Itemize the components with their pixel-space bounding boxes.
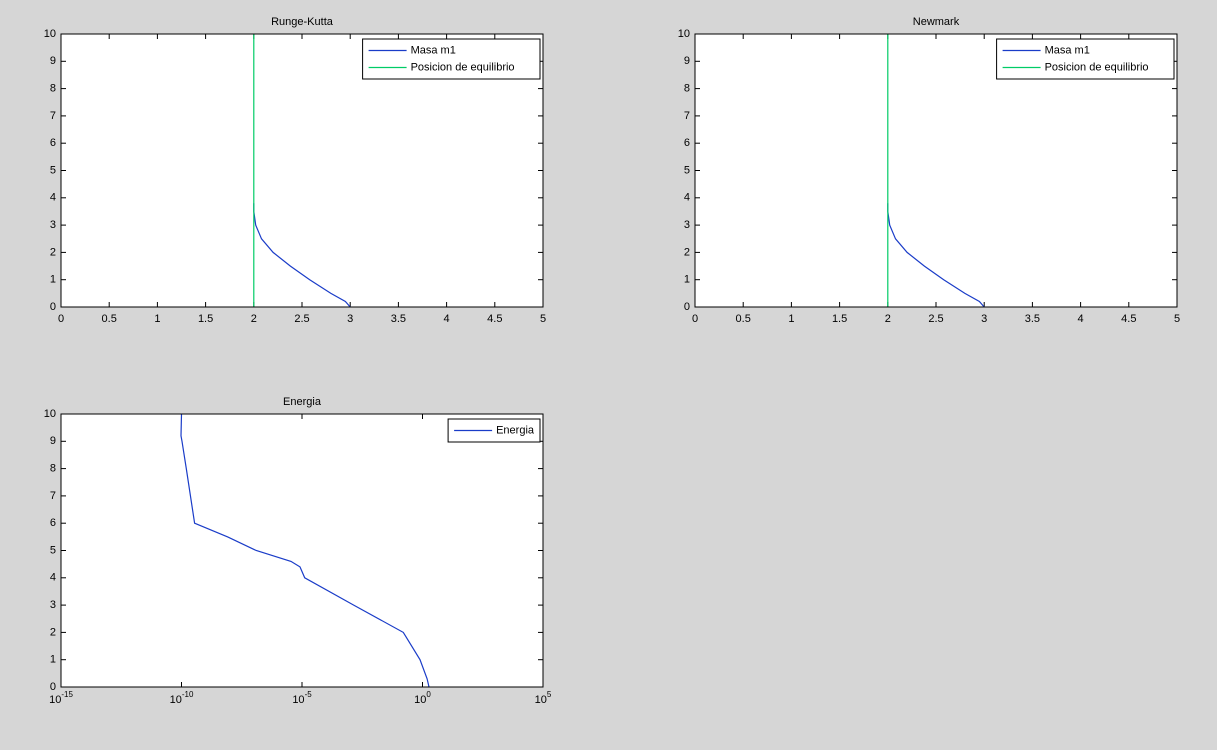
legend: Energia: [447, 418, 541, 443]
x-tick-label: 4.5: [1121, 313, 1136, 325]
x-tick-label: 1: [154, 313, 160, 325]
y-tick-label: 0: [684, 301, 690, 313]
y-tick-label: 3: [50, 219, 56, 231]
x-tick-label: 1: [788, 313, 794, 325]
y-tick-label: 3: [50, 599, 56, 611]
x-tick-label: 10-5: [292, 690, 312, 706]
axes-frame: [60, 33, 544, 308]
x-tick-label: 2: [251, 313, 257, 325]
x-tick-label: 2.5: [928, 313, 943, 325]
x-tick-label: 2: [885, 313, 891, 325]
x-tick-label: 100: [414, 690, 431, 706]
axes-frame: [60, 413, 544, 688]
y-tick-label: 0: [50, 301, 56, 313]
x-tick-label: 1.5: [832, 313, 847, 325]
x-tick-label: 0: [692, 313, 698, 325]
y-tick-label: 9: [684, 55, 690, 67]
x-tick-label: 4: [444, 313, 450, 325]
legend-label: Masa m1: [411, 44, 456, 56]
x-tick-label: 0.5: [102, 313, 117, 325]
x-tick-label: 3: [347, 313, 353, 325]
y-tick-label: 9: [50, 435, 56, 447]
x-tick-label: 0: [58, 313, 64, 325]
y-tick-label: 1: [50, 274, 56, 286]
axes-frame: [694, 33, 1178, 308]
y-tick-label: 9: [50, 55, 56, 67]
x-tick-label: 2.5: [294, 313, 309, 325]
legend-label: Posicion de equilibrio: [411, 61, 515, 73]
y-tick-label: 1: [684, 274, 690, 286]
y-tick-label: 2: [684, 246, 690, 258]
y-tick-label: 10: [678, 28, 690, 40]
x-tick-label: 3: [981, 313, 987, 325]
x-tick-label: 4: [1078, 313, 1084, 325]
legend-box: [362, 38, 541, 80]
y-tick-label: 6: [50, 517, 56, 529]
y-tick-label: 6: [50, 137, 56, 149]
chart-title: Energia: [283, 396, 322, 408]
y-tick-label: 7: [684, 110, 690, 122]
chart-title: Runge-Kutta: [271, 16, 334, 28]
y-tick-label: 6: [684, 137, 690, 149]
legend-box: [447, 418, 541, 443]
data-line: [887, 203, 985, 308]
data-line: [253, 203, 351, 308]
x-tick-label: 5: [540, 313, 546, 325]
x-tick-label: 10-15: [49, 690, 73, 706]
plot-area: [61, 414, 543, 687]
legend-label: Posicion de equilibrio: [1045, 61, 1149, 73]
y-tick-label: 8: [684, 83, 690, 95]
y-tick-label: 5: [50, 164, 56, 176]
y-tick-label: 7: [50, 490, 56, 502]
data-line: [180, 413, 430, 688]
y-tick-label: 8: [50, 463, 56, 475]
y-tick-label: 7: [50, 110, 56, 122]
y-tick-label: 8: [50, 83, 56, 95]
x-tick-label: 3.5: [1025, 313, 1040, 325]
y-tick-label: 2: [50, 626, 56, 638]
y-tick-label: 4: [684, 192, 690, 204]
legend-box: [996, 38, 1175, 80]
y-tick-label: 3: [684, 219, 690, 231]
x-tick-label: 105: [535, 690, 552, 706]
x-tick-label: 10-10: [170, 690, 194, 706]
y-tick-label: 1: [50, 654, 56, 666]
y-tick-label: 10: [44, 28, 56, 40]
y-tick-label: 5: [50, 544, 56, 556]
chart-title: Newmark: [913, 16, 960, 28]
y-tick-label: 10: [44, 408, 56, 420]
y-tick-label: 4: [50, 572, 56, 584]
legend-label: Masa m1: [1045, 44, 1090, 56]
y-tick-label: 2: [50, 246, 56, 258]
x-tick-label: 4.5: [487, 313, 502, 325]
x-tick-label: 1.5: [198, 313, 213, 325]
y-tick-label: 5: [684, 164, 690, 176]
x-tick-label: 0.5: [736, 313, 751, 325]
x-tick-label: 5: [1174, 313, 1180, 325]
x-tick-label: 3.5: [391, 313, 406, 325]
y-tick-label: 0: [50, 681, 56, 693]
legend-label: Energia: [496, 424, 535, 436]
y-tick-label: 4: [50, 192, 56, 204]
legend: Masa m1 Posicion de equilibrio: [362, 38, 541, 80]
legend: Masa m1 Posicion de equilibrio: [996, 38, 1175, 80]
